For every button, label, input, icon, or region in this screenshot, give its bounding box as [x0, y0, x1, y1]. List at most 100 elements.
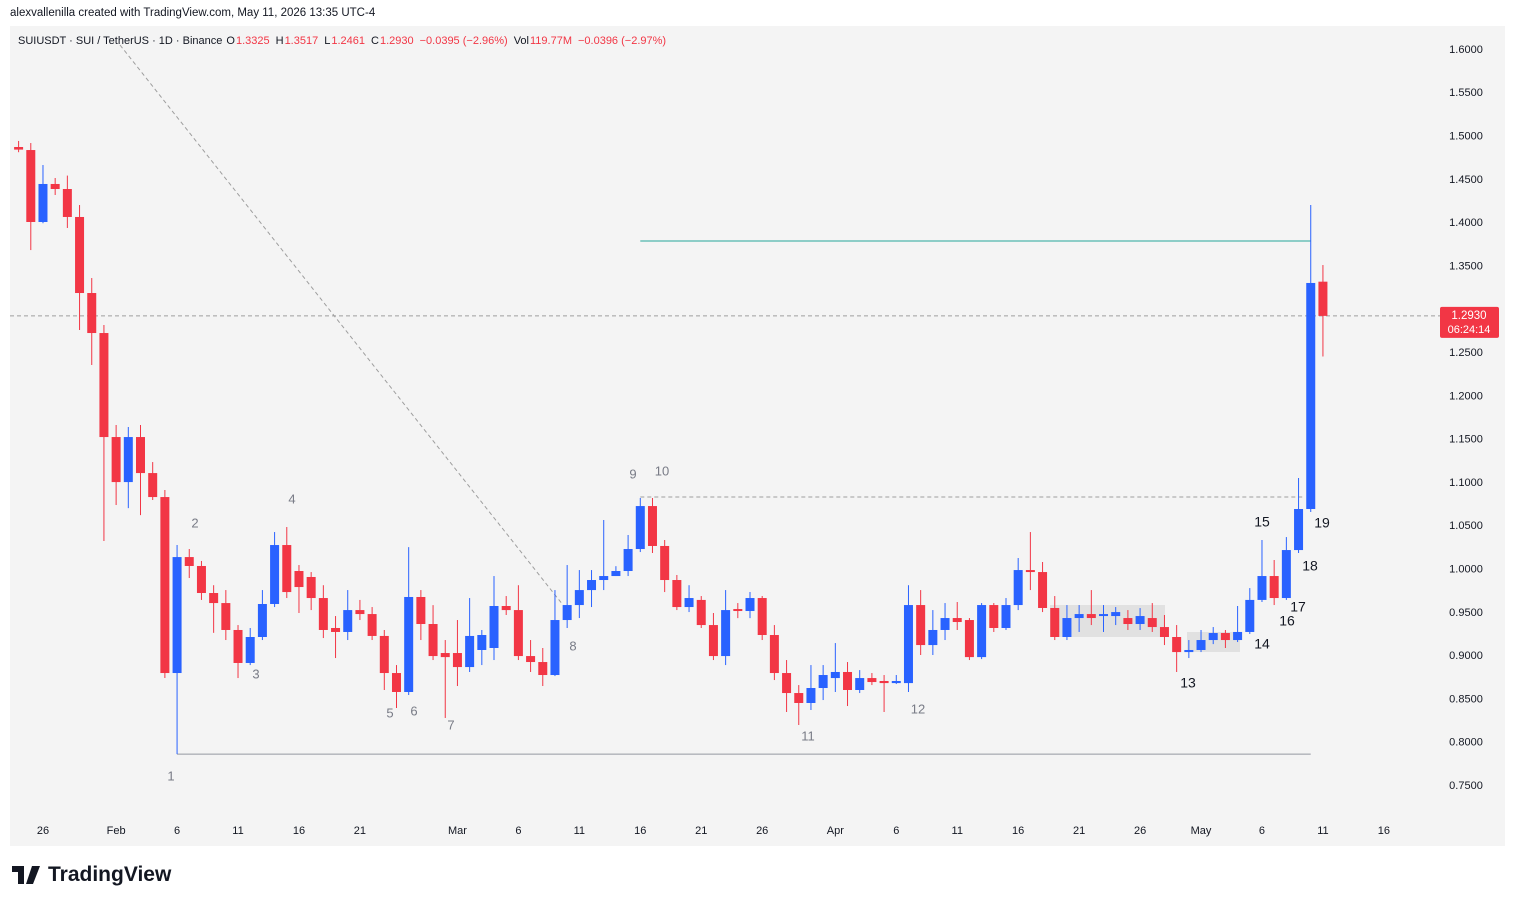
candle-body — [1013, 570, 1023, 606]
wave-label: 7 — [447, 717, 454, 732]
wave-label: 17 — [1290, 599, 1306, 615]
wave-label: 11 — [801, 728, 815, 743]
candle-body — [440, 653, 450, 658]
wave-label: 10 — [655, 463, 669, 478]
candle-body — [855, 678, 865, 691]
candle-body — [1281, 550, 1291, 599]
x-tick-label: 16 — [293, 825, 305, 837]
candle-body — [1257, 576, 1267, 600]
candle-body — [1099, 614, 1109, 617]
x-tick-label: 26 — [37, 825, 49, 837]
logo: TradingView — [12, 863, 171, 887]
candle-body — [428, 624, 438, 657]
x-tick-label: 11 — [574, 825, 585, 837]
y-tick-label: 1.1500 — [1449, 434, 1483, 446]
x-tick-label: 11 — [232, 825, 243, 837]
candle-body — [318, 598, 328, 630]
candle-body — [733, 609, 743, 612]
candle-body — [75, 216, 85, 294]
x-tick-label: Feb — [107, 825, 126, 837]
candle-body — [708, 625, 718, 657]
candle-body — [26, 150, 36, 223]
candle-body — [1050, 607, 1060, 638]
y-tick-label: 1.4000 — [1449, 217, 1483, 229]
candle-body — [50, 183, 60, 190]
x-tick-label: 16 — [634, 825, 646, 837]
candle-body — [221, 603, 231, 630]
candle-body — [416, 596, 426, 625]
candle-body — [477, 635, 487, 650]
candle-body — [1025, 570, 1035, 573]
candle-body — [843, 671, 853, 691]
chart-panel — [10, 26, 1505, 846]
candle-body — [1001, 605, 1011, 628]
wave-label: 6 — [410, 703, 417, 718]
candle-body — [501, 605, 511, 611]
legend-value: 1.2930 — [379, 35, 414, 47]
candle-body — [745, 598, 755, 612]
y-tick-label: 1.1000 — [1449, 477, 1483, 489]
candle-body — [952, 618, 962, 623]
candle-body — [404, 596, 414, 692]
candle-body — [1208, 633, 1218, 641]
candle-body — [160, 497, 170, 674]
wave-label: 14 — [1254, 636, 1270, 652]
candle-body — [489, 605, 499, 648]
legend-key: L — [324, 35, 331, 47]
candle-body — [343, 610, 353, 632]
candle-body — [184, 557, 194, 566]
candle-body — [1220, 633, 1230, 641]
wave-label: 18 — [1302, 558, 1318, 574]
x-tick-label: 21 — [1073, 825, 1085, 837]
y-tick-label: 1.0000 — [1449, 564, 1483, 576]
y-tick-label: 1.3500 — [1449, 260, 1483, 272]
candle-body — [928, 629, 938, 646]
logo-icon — [12, 866, 40, 884]
candle-body — [1269, 576, 1279, 599]
candle-body — [611, 571, 621, 577]
candle-body — [331, 627, 341, 632]
candle-body — [148, 473, 158, 498]
wave-label: 13 — [1180, 675, 1196, 691]
wave-label: 2 — [191, 515, 198, 530]
candle-body — [940, 618, 950, 630]
candle-body — [1086, 614, 1096, 619]
candle-body — [550, 620, 560, 676]
candle-body — [14, 147, 24, 150]
candle-body — [1196, 640, 1206, 650]
x-tick-label: 16 — [1012, 825, 1024, 837]
y-tick-label: 1.2000 — [1449, 390, 1483, 402]
candle-body — [196, 565, 206, 594]
candle-body — [574, 590, 584, 606]
candle-body — [769, 635, 779, 674]
candle-body — [1038, 572, 1048, 608]
legend-key: Vol — [513, 35, 529, 47]
x-tick-label: 26 — [1134, 825, 1146, 837]
candle-body — [233, 629, 243, 663]
candle-body — [1245, 599, 1255, 632]
candle-body — [391, 673, 401, 692]
legend-value: 1.3325 — [235, 35, 270, 47]
wave-label: 19 — [1314, 515, 1330, 531]
y-tick-label: 0.8500 — [1449, 693, 1483, 705]
y-tick-label: 0.8000 — [1449, 737, 1483, 749]
candle-body — [647, 506, 657, 546]
y-tick-label: 1.5000 — [1449, 131, 1483, 143]
candle-body — [87, 293, 97, 334]
candle-body — [526, 656, 536, 663]
x-tick-label: 21 — [354, 825, 366, 837]
y-tick-label: 1.0500 — [1449, 520, 1483, 532]
candle-body — [1233, 631, 1243, 641]
candle-body — [136, 437, 145, 474]
legend-value: 1.3517 — [284, 35, 319, 47]
countdown: 06:24:14 — [1448, 324, 1491, 336]
candle-body — [245, 637, 255, 663]
wave-label: 12 — [911, 701, 925, 716]
candle-body — [1318, 281, 1328, 316]
y-tick-label: 1.4500 — [1449, 174, 1483, 186]
wave-label: 1 — [167, 768, 174, 783]
candle-body — [1294, 509, 1304, 551]
candle-body — [1123, 618, 1133, 625]
candle-body — [757, 598, 767, 636]
